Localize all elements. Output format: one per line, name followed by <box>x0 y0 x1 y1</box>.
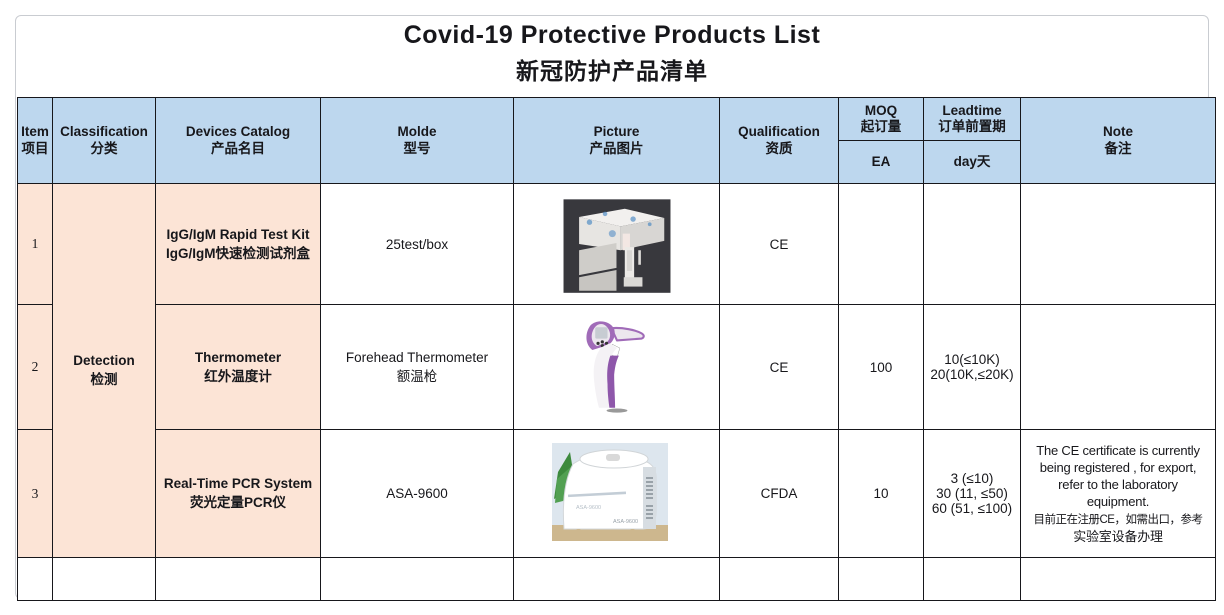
svg-text:ASA-9600: ASA-9600 <box>613 519 638 525</box>
svg-text:ASA-9600: ASA-9600 <box>576 505 601 511</box>
